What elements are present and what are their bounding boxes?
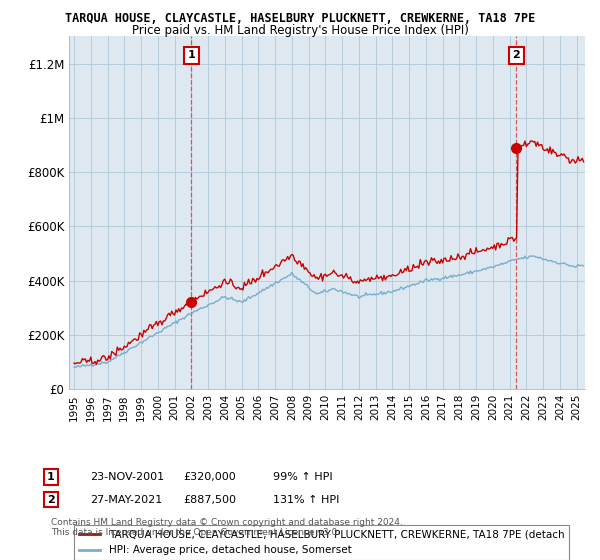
Text: 1: 1 (187, 50, 195, 60)
Text: Contains HM Land Registry data © Crown copyright and database right 2024.: Contains HM Land Registry data © Crown c… (51, 519, 403, 528)
Text: 1: 1 (47, 472, 55, 482)
Text: Price paid vs. HM Land Registry's House Price Index (HPI): Price paid vs. HM Land Registry's House … (131, 24, 469, 36)
Text: TARQUA HOUSE, CLAYCASTLE, HASELBURY PLUCKNETT, CREWKERNE, TA18 7PE: TARQUA HOUSE, CLAYCASTLE, HASELBURY PLUC… (65, 12, 535, 25)
Text: 23-NOV-2001: 23-NOV-2001 (90, 472, 164, 482)
Legend: TARQUA HOUSE, CLAYCASTLE, HASELBURY PLUCKNETT, CREWKERNE, TA18 7PE (detach, HPI:: TARQUA HOUSE, CLAYCASTLE, HASELBURY PLUC… (74, 525, 569, 560)
Text: £320,000: £320,000 (183, 472, 236, 482)
Text: 27-MAY-2021: 27-MAY-2021 (90, 494, 162, 505)
Text: 99% ↑ HPI: 99% ↑ HPI (273, 472, 332, 482)
Text: 2: 2 (512, 50, 520, 60)
Text: 131% ↑ HPI: 131% ↑ HPI (273, 494, 340, 505)
Text: This data is licensed under the Open Government Licence v3.0.: This data is licensed under the Open Gov… (51, 529, 340, 538)
Text: £887,500: £887,500 (183, 494, 236, 505)
Text: 2: 2 (47, 494, 55, 505)
